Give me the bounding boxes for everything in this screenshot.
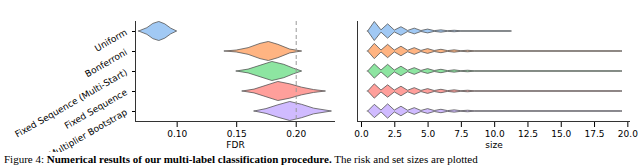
svg-text:Multiplier Bootstrap: Multiplier Bootstrap: [47, 107, 129, 152]
svg-text:2.5: 2.5: [388, 129, 402, 139]
svg-text:20.0: 20.0: [618, 129, 638, 139]
svg-text:Uniform: Uniform: [93, 27, 129, 54]
svg-text:0.0: 0.0: [354, 129, 369, 139]
svg-text:5.0: 5.0: [421, 129, 436, 139]
svg-text:17.5: 17.5: [585, 129, 605, 139]
svg-text:Bonferroni: Bonferroni: [83, 47, 129, 80]
svg-text:7.5: 7.5: [454, 129, 468, 139]
svg-text:Fixed Sequence (Multi-Start): Fixed Sequence (Multi-Start): [13, 67, 129, 140]
svg-text:0.15: 0.15: [227, 129, 247, 139]
html-text:Figure 4: Numerical results of: Figure 4: Numerical results of our multi…: [4, 153, 478, 165]
svg-text:0.10: 0.10: [167, 129, 187, 139]
svg-text:15.0: 15.0: [551, 129, 571, 139]
svg-text:0.20: 0.20: [286, 129, 306, 139]
svg-text:FDR: FDR: [226, 140, 244, 150]
svg-text:12.5: 12.5: [518, 129, 538, 139]
svg-text:size: size: [485, 140, 503, 150]
svg-text:10.0: 10.0: [485, 129, 505, 139]
